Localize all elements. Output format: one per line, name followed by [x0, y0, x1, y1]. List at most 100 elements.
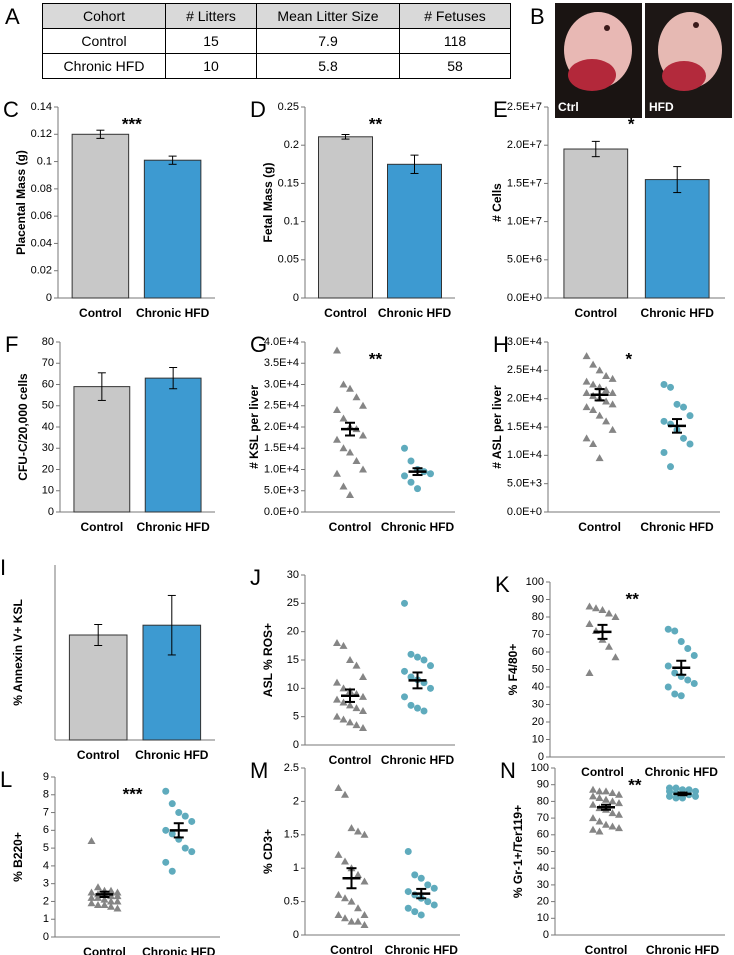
y-tick-label: 0.0E+0	[264, 506, 299, 518]
table-header: Cohort # Litters Mean Litter Size # Fetu…	[42, 3, 511, 29]
x-tick-label: Control	[329, 520, 372, 534]
data-point	[430, 884, 438, 892]
y-tick-label: 0	[43, 931, 49, 943]
data-point	[407, 478, 415, 486]
data-point	[359, 692, 367, 700]
y-tick-label: 30	[42, 442, 54, 454]
data-point	[664, 683, 672, 691]
y-tick-label: 100	[531, 762, 549, 774]
data-point	[680, 403, 687, 411]
data-point	[352, 393, 361, 401]
y-tick-label: 0.05	[278, 254, 299, 266]
y-tick-label: 5	[293, 711, 299, 723]
y-tick-label: 2	[293, 795, 299, 807]
data-point	[615, 799, 623, 807]
bar	[73, 386, 131, 513]
data-point	[347, 897, 356, 905]
bar	[318, 136, 373, 299]
x-tick-label: Chronic HFD	[646, 943, 720, 955]
data-point	[359, 431, 367, 439]
data-point	[589, 440, 598, 447]
data-point	[341, 857, 349, 865]
y-tick-label: 0.08	[31, 183, 52, 195]
data-point	[595, 411, 604, 419]
y-tick-label: 2.5	[284, 762, 299, 774]
y-axis-label: ASL % ROS+	[261, 623, 275, 697]
data-point	[94, 893, 102, 901]
data-point	[427, 684, 434, 692]
panel-letter: L	[0, 767, 12, 792]
embryo-liver	[568, 59, 616, 91]
y-tick-label: 90	[537, 779, 549, 791]
y-tick-label: 60	[537, 829, 549, 841]
table-row: Chronic HFD 10 5.8 58	[42, 53, 511, 79]
data-point	[401, 667, 408, 675]
y-tick-label: 30	[532, 698, 544, 710]
data-point	[608, 389, 617, 396]
data-point	[100, 901, 109, 908]
y-tick-label: 70	[537, 812, 549, 824]
data-point	[113, 892, 122, 900]
y-tick-label: 20	[287, 626, 299, 638]
data-point	[615, 790, 623, 798]
data-point	[589, 792, 597, 800]
photo-label: HFD	[649, 100, 674, 114]
data-point	[347, 917, 356, 925]
y-tick-label: 60	[532, 646, 544, 658]
y-axis-label: % Gr-1+/Ter119+	[511, 805, 525, 898]
panel-letter: D	[250, 97, 266, 122]
x-tick-label: Chronic HFD	[136, 306, 210, 320]
panel-letter: I	[0, 555, 6, 580]
data-point	[347, 824, 356, 832]
data-point	[684, 676, 692, 684]
y-tick-label: 80	[532, 611, 544, 623]
data-point	[113, 904, 122, 912]
panel-letter: E	[493, 97, 508, 122]
data-point	[582, 377, 591, 385]
panel-letter: A	[5, 4, 20, 29]
data-point	[582, 434, 591, 442]
y-tick-label: 60	[42, 378, 54, 390]
data-point	[615, 824, 623, 832]
y-tick-label: 0.5	[284, 896, 299, 908]
data-point	[341, 914, 349, 922]
data-point	[411, 871, 419, 879]
y-tick-label: 50	[532, 663, 544, 675]
y-tick-label: 20	[532, 716, 544, 728]
embryo-eye	[693, 22, 699, 28]
x-tick-label: Control	[324, 306, 367, 320]
data-point	[595, 366, 604, 374]
y-tick-label: 1.0E+7	[507, 216, 542, 228]
bar	[71, 133, 130, 299]
data-point	[94, 883, 102, 891]
data-point	[592, 604, 600, 612]
y-tick-label: 2.5E+4	[507, 364, 542, 376]
header-cell: Mean Litter Size	[256, 3, 400, 29]
y-tick-label: 0	[48, 506, 54, 518]
data-point	[673, 400, 681, 408]
data-point	[690, 680, 698, 687]
cell: 5.8	[256, 53, 400, 79]
y-tick-label: 40	[532, 681, 544, 693]
data-point	[427, 662, 434, 670]
data-point	[188, 848, 196, 856]
x-tick-label: Chronic HFD	[135, 748, 209, 762]
data-point	[672, 794, 680, 802]
data-point	[334, 850, 343, 858]
y-axis-label: # KSL per liver	[247, 385, 261, 469]
y-tick-label: 70	[42, 357, 54, 369]
data-point	[679, 786, 686, 794]
y-tick-label: 0.04	[31, 237, 52, 249]
y-tick-label: 0.14	[31, 101, 52, 113]
y-tick-label: 1	[43, 913, 49, 925]
data-point	[360, 830, 369, 838]
y-tick-label: 1.0E+4	[264, 463, 299, 475]
data-point	[602, 820, 610, 828]
y-tick-label: 0.06	[31, 210, 52, 222]
data-point	[113, 897, 122, 905]
data-point	[420, 656, 428, 664]
data-point	[589, 800, 597, 808]
y-axis-label: % Annexin V+ KSL	[11, 599, 25, 706]
data-point	[407, 673, 415, 681]
y-axis-label: Fetal Mass (g)	[261, 162, 275, 242]
